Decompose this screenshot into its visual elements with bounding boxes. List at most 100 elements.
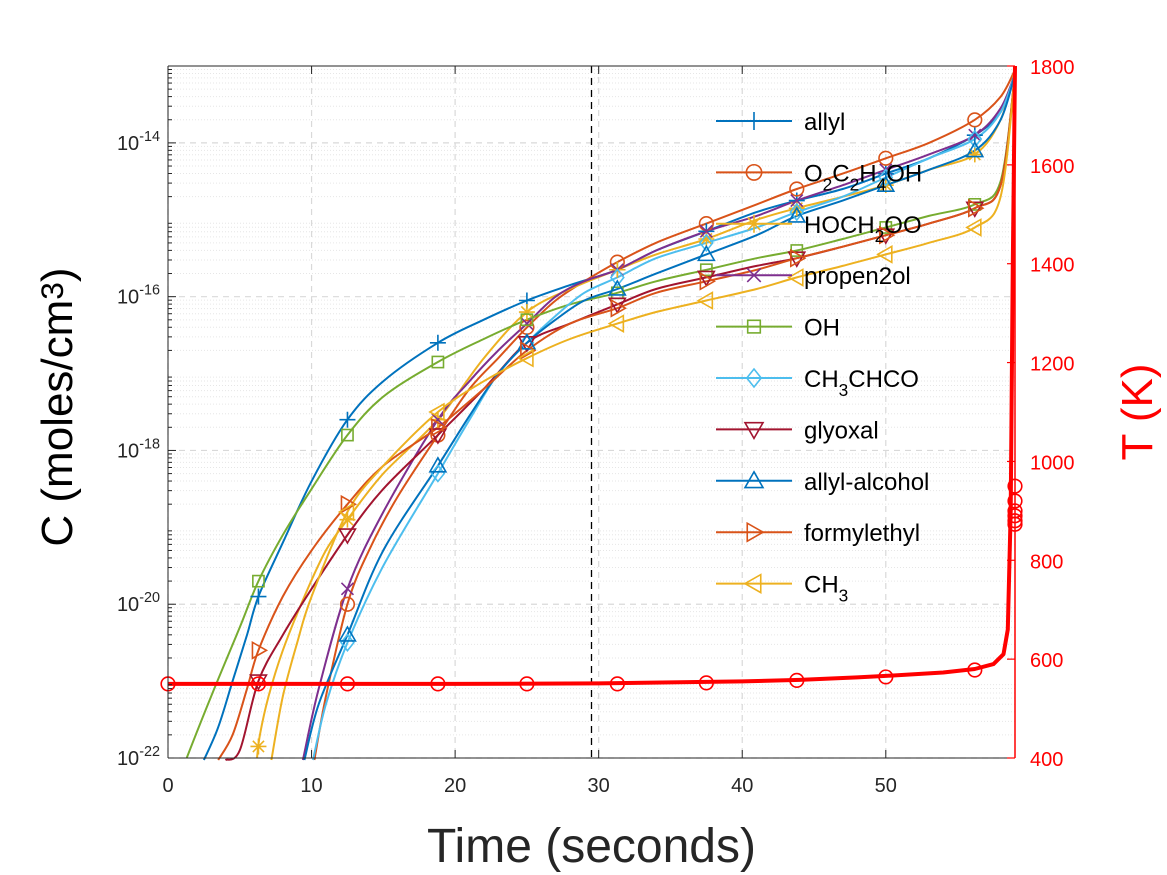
marker-glyoxal bbox=[428, 428, 448, 445]
x-tick-label: 20 bbox=[444, 775, 466, 797]
legend-label-propen2ol: propen2ol bbox=[804, 263, 911, 290]
marker-HOCH2OO bbox=[250, 738, 267, 755]
y-tick-label: 10-16​ bbox=[117, 283, 160, 309]
legend-label-formylethyl: formylethyl bbox=[804, 520, 920, 547]
y2-tick-label: 1400 bbox=[1030, 255, 1075, 277]
marker-CH3 bbox=[965, 218, 982, 237]
marker-allyl-alcohol bbox=[876, 175, 896, 192]
legend-marker-allyl bbox=[745, 112, 763, 130]
legend-label-CH3: CH3​ bbox=[804, 572, 848, 606]
temperature-series bbox=[160, 65, 1023, 692]
marker-formylethyl bbox=[431, 417, 448, 437]
marker-CH3 bbox=[876, 244, 893, 264]
temperature-marker bbox=[430, 676, 446, 692]
marker-CH3 bbox=[696, 291, 714, 310]
y-axis-label: C (moles/cm3) bbox=[33, 267, 82, 546]
marker-OH bbox=[252, 574, 265, 588]
marker-CH3CHCO bbox=[878, 168, 894, 187]
axis-labels: Time (seconds) C (moles/cm3) T (K) bbox=[33, 267, 1162, 873]
x-tick-label: 50 bbox=[875, 775, 897, 797]
marker-CH3CHCO bbox=[430, 464, 446, 483]
temperature-marker bbox=[967, 662, 983, 678]
legend-marker-O2C2H4OH bbox=[745, 163, 763, 181]
marker-propen2ol bbox=[340, 582, 355, 596]
marker-allyl-alcohol bbox=[607, 279, 627, 296]
legend-marker-propen2ol bbox=[746, 267, 762, 283]
marker-propen2ol bbox=[968, 128, 982, 142]
temperature-marker bbox=[609, 676, 625, 692]
series-line-CH3CHCO bbox=[312, 73, 1016, 761]
y-tick-label: 10-14​ bbox=[117, 129, 160, 155]
y2-tick-label: 1000 bbox=[1030, 452, 1075, 474]
marker-allyl-alcohol bbox=[338, 625, 357, 642]
series-line-O2C2H4OH bbox=[313, 69, 1016, 761]
legend-label-HOCH2OO: HOCH2OO bbox=[804, 212, 922, 246]
series-markers bbox=[249, 112, 985, 755]
temperature-marker bbox=[789, 672, 805, 688]
marker-allyl-alcohol bbox=[965, 140, 985, 158]
y2-tick-label: 1200 bbox=[1030, 354, 1075, 376]
grid bbox=[167, 66, 1015, 759]
marker-glyoxal bbox=[338, 528, 357, 545]
legend-marker-CH3 bbox=[743, 573, 762, 594]
marker-O2C2H4OH bbox=[878, 150, 894, 166]
marker-HOCH2OO bbox=[518, 304, 535, 321]
legend-label-OH: OH bbox=[804, 315, 840, 342]
marker-allyl-alcohol bbox=[428, 456, 448, 473]
marker-CH3 bbox=[337, 502, 355, 522]
y-tick-label: 10-18​ bbox=[117, 436, 160, 462]
marker-allyl bbox=[339, 411, 356, 428]
series-line-CH3 bbox=[270, 73, 1016, 761]
temperature-marker bbox=[250, 676, 267, 692]
y2-tick-label: 1600 bbox=[1030, 156, 1075, 178]
marker-CH3 bbox=[787, 268, 804, 287]
series-line-propen2ol bbox=[301, 73, 1016, 761]
marker-allyl bbox=[429, 334, 446, 351]
temperature-marker bbox=[339, 676, 356, 692]
legend-label-glyoxal: glyoxal bbox=[804, 417, 879, 444]
marker-HOCH2OO bbox=[698, 231, 715, 247]
legend-marker-CH3CHCO bbox=[745, 367, 763, 389]
marker-OH bbox=[431, 355, 445, 369]
legend-label-allyl-alcohol: allyl-alcohol bbox=[804, 469, 929, 496]
legend-label-allyl: allyl bbox=[804, 109, 845, 136]
marker-formylethyl bbox=[789, 248, 807, 268]
y2-tick-label: 600 bbox=[1030, 650, 1063, 672]
temperature-marker bbox=[519, 676, 535, 692]
marker-OH bbox=[341, 428, 354, 442]
legend: allyl O2C2H4OH HOCH2OO propen2ol OH CH3CHCO gl… bbox=[716, 109, 929, 606]
series-line-formylethyl bbox=[217, 73, 1016, 761]
marker-formylethyl bbox=[610, 298, 627, 318]
marker-glyoxal bbox=[787, 251, 807, 268]
legend-marker-OH bbox=[746, 319, 762, 334]
series-lines bbox=[185, 69, 1016, 761]
marker-CH3CHCO bbox=[609, 268, 625, 287]
x-axis-label: Time (seconds) bbox=[427, 820, 756, 873]
temperature-line bbox=[168, 65, 1017, 686]
marker-formylethyl bbox=[251, 640, 269, 660]
y-tick-label: 10-22​ bbox=[117, 744, 160, 770]
marker-O2C2H4OH bbox=[339, 596, 356, 612]
marker-propen2ol bbox=[699, 224, 713, 238]
temperature-marker bbox=[878, 669, 894, 685]
marker-formylethyl bbox=[699, 271, 716, 291]
legend-marker-glyoxal bbox=[743, 421, 765, 441]
marker-formylethyl bbox=[878, 225, 896, 245]
marker-formylethyl bbox=[968, 198, 985, 218]
legend-label-CH3CHCO: CH3CHCO bbox=[804, 366, 919, 400]
legend-marker-allyl-alcohol bbox=[743, 470, 765, 489]
marker-propen2ol bbox=[520, 317, 534, 331]
marker-allyl-alcohol bbox=[787, 206, 807, 223]
legend-label-O2C2H4OH: O2C2H4OH bbox=[804, 160, 922, 194]
marker-allyl-alcohol bbox=[696, 244, 716, 262]
marker-propen2ol bbox=[790, 193, 804, 208]
marker-CH3CHCO bbox=[789, 202, 805, 222]
marker-O2C2H4OH bbox=[967, 112, 983, 128]
x-tick-label: 10 bbox=[300, 775, 322, 797]
x-tick-label: 30 bbox=[588, 775, 610, 797]
legend-marker-HOCH2OO bbox=[745, 214, 763, 233]
marker-HOCH2OO bbox=[966, 146, 983, 163]
axes: 0 10 20 30 40 50 10-22​ 10-20​ 10-18​ 10-16​ 10-14… bbox=[117, 57, 1075, 797]
marker-OH bbox=[520, 313, 534, 327]
